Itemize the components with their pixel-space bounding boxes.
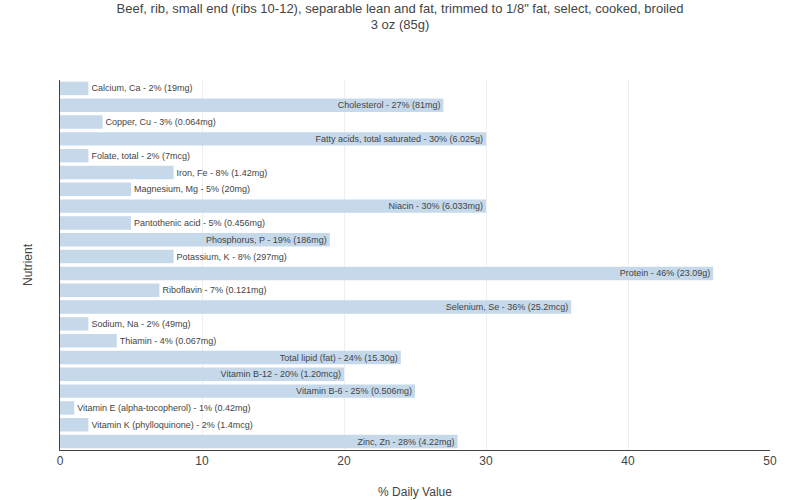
svg-text:Folate, total - 2% (7mcg): Folate, total - 2% (7mcg) bbox=[91, 151, 190, 161]
svg-text:Calcium, Ca - 2% (19mg): Calcium, Ca - 2% (19mg) bbox=[91, 83, 192, 93]
svg-text:40: 40 bbox=[621, 454, 635, 468]
svg-text:10: 10 bbox=[195, 454, 209, 468]
svg-text:Vitamin E (alpha-tocopherol) -: Vitamin E (alpha-tocopherol) - 1% (0.42m… bbox=[77, 403, 250, 413]
svg-text:Vitamin B-12 - 20% (1.20mcg): Vitamin B-12 - 20% (1.20mcg) bbox=[221, 369, 341, 379]
svg-text:Magnesium, Mg - 5% (20mg): Magnesium, Mg - 5% (20mg) bbox=[134, 184, 250, 194]
svg-text:Thiamin - 4% (0.067mg): Thiamin - 4% (0.067mg) bbox=[120, 336, 217, 346]
svg-text:Cholesterol - 27% (81mg): Cholesterol - 27% (81mg) bbox=[338, 100, 441, 110]
svg-text:Protein - 46% (23.09g): Protein - 46% (23.09g) bbox=[620, 268, 711, 278]
svg-text:Iron, Fe - 8% (1.42mg): Iron, Fe - 8% (1.42mg) bbox=[177, 168, 268, 178]
svg-text:Selenium, Se - 36% (25.2mcg): Selenium, Se - 36% (25.2mcg) bbox=[446, 302, 569, 312]
svg-text:20: 20 bbox=[337, 454, 351, 468]
svg-text:Sodium, Na - 2% (49mg): Sodium, Na - 2% (49mg) bbox=[91, 319, 190, 329]
svg-text:0: 0 bbox=[57, 454, 64, 468]
svg-text:Vitamin B-6 - 25% (0.506mg): Vitamin B-6 - 25% (0.506mg) bbox=[296, 386, 412, 396]
svg-text:Phosphorus, P - 19% (186mg): Phosphorus, P - 19% (186mg) bbox=[206, 235, 327, 245]
svg-text:Pantothenic acid - 5% (0.456mg: Pantothenic acid - 5% (0.456mg) bbox=[134, 218, 265, 228]
svg-text:Niacin - 30% (6.033mg): Niacin - 30% (6.033mg) bbox=[388, 201, 483, 211]
svg-text:30: 30 bbox=[479, 454, 493, 468]
svg-text:Beef, rib, small end (ribs 10-: Beef, rib, small end (ribs 10-12), separ… bbox=[117, 1, 684, 33]
svg-text:Zinc, Zn - 28% (4.22mg): Zinc, Zn - 28% (4.22mg) bbox=[358, 437, 455, 447]
svg-text:Riboflavin - 7% (0.121mg): Riboflavin - 7% (0.121mg) bbox=[162, 285, 266, 295]
svg-text:Copper, Cu - 3% (0.064mg): Copper, Cu - 3% (0.064mg) bbox=[106, 117, 216, 127]
svg-text:Nutrient: Nutrient bbox=[21, 243, 35, 286]
svg-text:% Daily Value: % Daily Value bbox=[378, 485, 452, 499]
svg-text:Vitamin K (phylloquinone) - 2%: Vitamin K (phylloquinone) - 2% (1.4mcg) bbox=[91, 420, 252, 430]
svg-text:Total lipid (fat) - 24% (15.30: Total lipid (fat) - 24% (15.30g) bbox=[280, 353, 398, 363]
svg-text:50: 50 bbox=[763, 454, 777, 468]
svg-text:Fatty acids, total saturated -: Fatty acids, total saturated - 30% (6.02… bbox=[315, 134, 483, 144]
svg-text:Potassium, K - 8% (297mg): Potassium, K - 8% (297mg) bbox=[177, 252, 287, 262]
